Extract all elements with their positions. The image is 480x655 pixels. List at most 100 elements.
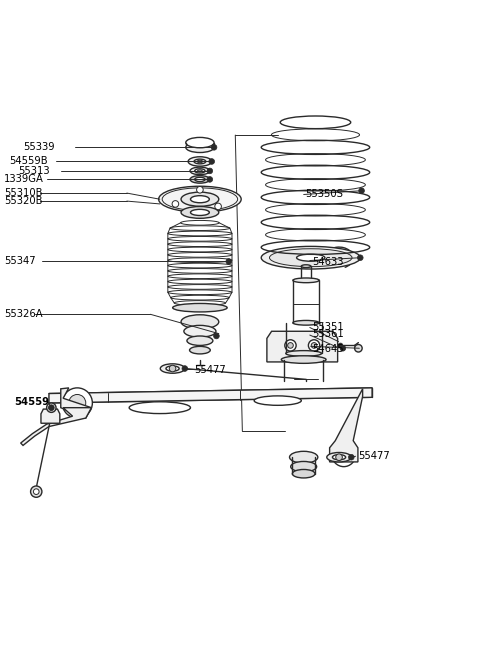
Text: 55339: 55339: [23, 142, 55, 153]
Text: 54559B: 54559B: [9, 157, 48, 166]
Ellipse shape: [181, 206, 219, 218]
Circle shape: [340, 345, 346, 351]
Circle shape: [182, 365, 188, 371]
Text: 55351: 55351: [312, 322, 344, 331]
Ellipse shape: [195, 169, 205, 173]
Ellipse shape: [190, 346, 210, 354]
Polygon shape: [61, 388, 91, 418]
Circle shape: [337, 449, 350, 461]
Ellipse shape: [180, 221, 219, 225]
Ellipse shape: [293, 278, 319, 283]
Ellipse shape: [168, 236, 232, 241]
Polygon shape: [330, 389, 362, 462]
Ellipse shape: [158, 186, 241, 212]
Circle shape: [207, 177, 213, 182]
Ellipse shape: [191, 196, 209, 203]
Ellipse shape: [261, 246, 360, 269]
Ellipse shape: [186, 138, 214, 148]
Polygon shape: [41, 409, 60, 423]
Circle shape: [288, 343, 293, 348]
Circle shape: [47, 403, 56, 413]
Text: 55310B: 55310B: [4, 188, 43, 198]
Circle shape: [226, 259, 232, 265]
Ellipse shape: [168, 290, 232, 295]
Text: 54559: 54559: [14, 397, 49, 407]
Circle shape: [215, 203, 221, 210]
Ellipse shape: [198, 170, 202, 172]
Circle shape: [34, 489, 39, 495]
Text: 55326A: 55326A: [4, 309, 43, 319]
Circle shape: [49, 405, 54, 410]
Ellipse shape: [254, 396, 301, 405]
Circle shape: [172, 200, 179, 207]
Text: 55477: 55477: [358, 451, 390, 461]
Ellipse shape: [333, 455, 346, 460]
Circle shape: [308, 340, 320, 351]
Ellipse shape: [292, 470, 315, 478]
Ellipse shape: [187, 336, 213, 345]
Ellipse shape: [173, 303, 227, 312]
Circle shape: [45, 411, 56, 422]
Text: 55313: 55313: [18, 166, 50, 176]
Circle shape: [197, 187, 203, 193]
Circle shape: [336, 454, 342, 460]
Text: 55361: 55361: [312, 329, 344, 339]
Circle shape: [211, 145, 217, 150]
Ellipse shape: [168, 269, 232, 273]
Ellipse shape: [195, 178, 205, 181]
Circle shape: [285, 340, 296, 351]
Circle shape: [207, 168, 213, 174]
Ellipse shape: [301, 265, 311, 268]
Ellipse shape: [160, 364, 185, 373]
Text: 55347: 55347: [4, 257, 36, 267]
Polygon shape: [21, 407, 91, 445]
Ellipse shape: [327, 453, 351, 462]
Ellipse shape: [174, 301, 226, 305]
Circle shape: [348, 455, 354, 460]
Text: 54645: 54645: [312, 344, 344, 354]
Ellipse shape: [168, 231, 232, 236]
Ellipse shape: [171, 295, 229, 300]
Ellipse shape: [181, 192, 219, 206]
Ellipse shape: [166, 366, 179, 371]
Circle shape: [169, 365, 176, 372]
Ellipse shape: [168, 279, 232, 284]
Circle shape: [209, 159, 215, 164]
Ellipse shape: [289, 451, 318, 463]
Ellipse shape: [170, 226, 230, 231]
Ellipse shape: [286, 350, 322, 356]
Text: 54633: 54633: [312, 257, 343, 267]
Ellipse shape: [293, 320, 319, 325]
Ellipse shape: [184, 326, 216, 337]
Circle shape: [338, 343, 343, 348]
Ellipse shape: [188, 157, 212, 166]
Ellipse shape: [168, 242, 232, 246]
Ellipse shape: [297, 254, 325, 261]
Ellipse shape: [281, 356, 326, 364]
Circle shape: [214, 333, 219, 339]
Ellipse shape: [181, 315, 219, 329]
Circle shape: [69, 394, 86, 411]
Text: 1339GA: 1339GA: [4, 174, 44, 185]
Text: 55350S: 55350S: [305, 189, 343, 200]
Ellipse shape: [168, 247, 232, 252]
Circle shape: [62, 388, 92, 418]
Ellipse shape: [129, 402, 191, 413]
Text: 55320B: 55320B: [4, 196, 43, 206]
Circle shape: [311, 343, 317, 348]
Polygon shape: [49, 388, 372, 403]
Circle shape: [355, 345, 362, 352]
Ellipse shape: [194, 159, 206, 164]
Circle shape: [48, 405, 54, 411]
Circle shape: [31, 486, 42, 497]
Circle shape: [359, 188, 364, 193]
Ellipse shape: [190, 167, 210, 175]
Ellipse shape: [168, 253, 232, 257]
Circle shape: [358, 255, 363, 261]
Ellipse shape: [168, 274, 232, 278]
Polygon shape: [267, 331, 337, 362]
Ellipse shape: [168, 263, 232, 268]
Ellipse shape: [291, 462, 317, 472]
Ellipse shape: [269, 249, 352, 267]
Ellipse shape: [186, 142, 214, 153]
